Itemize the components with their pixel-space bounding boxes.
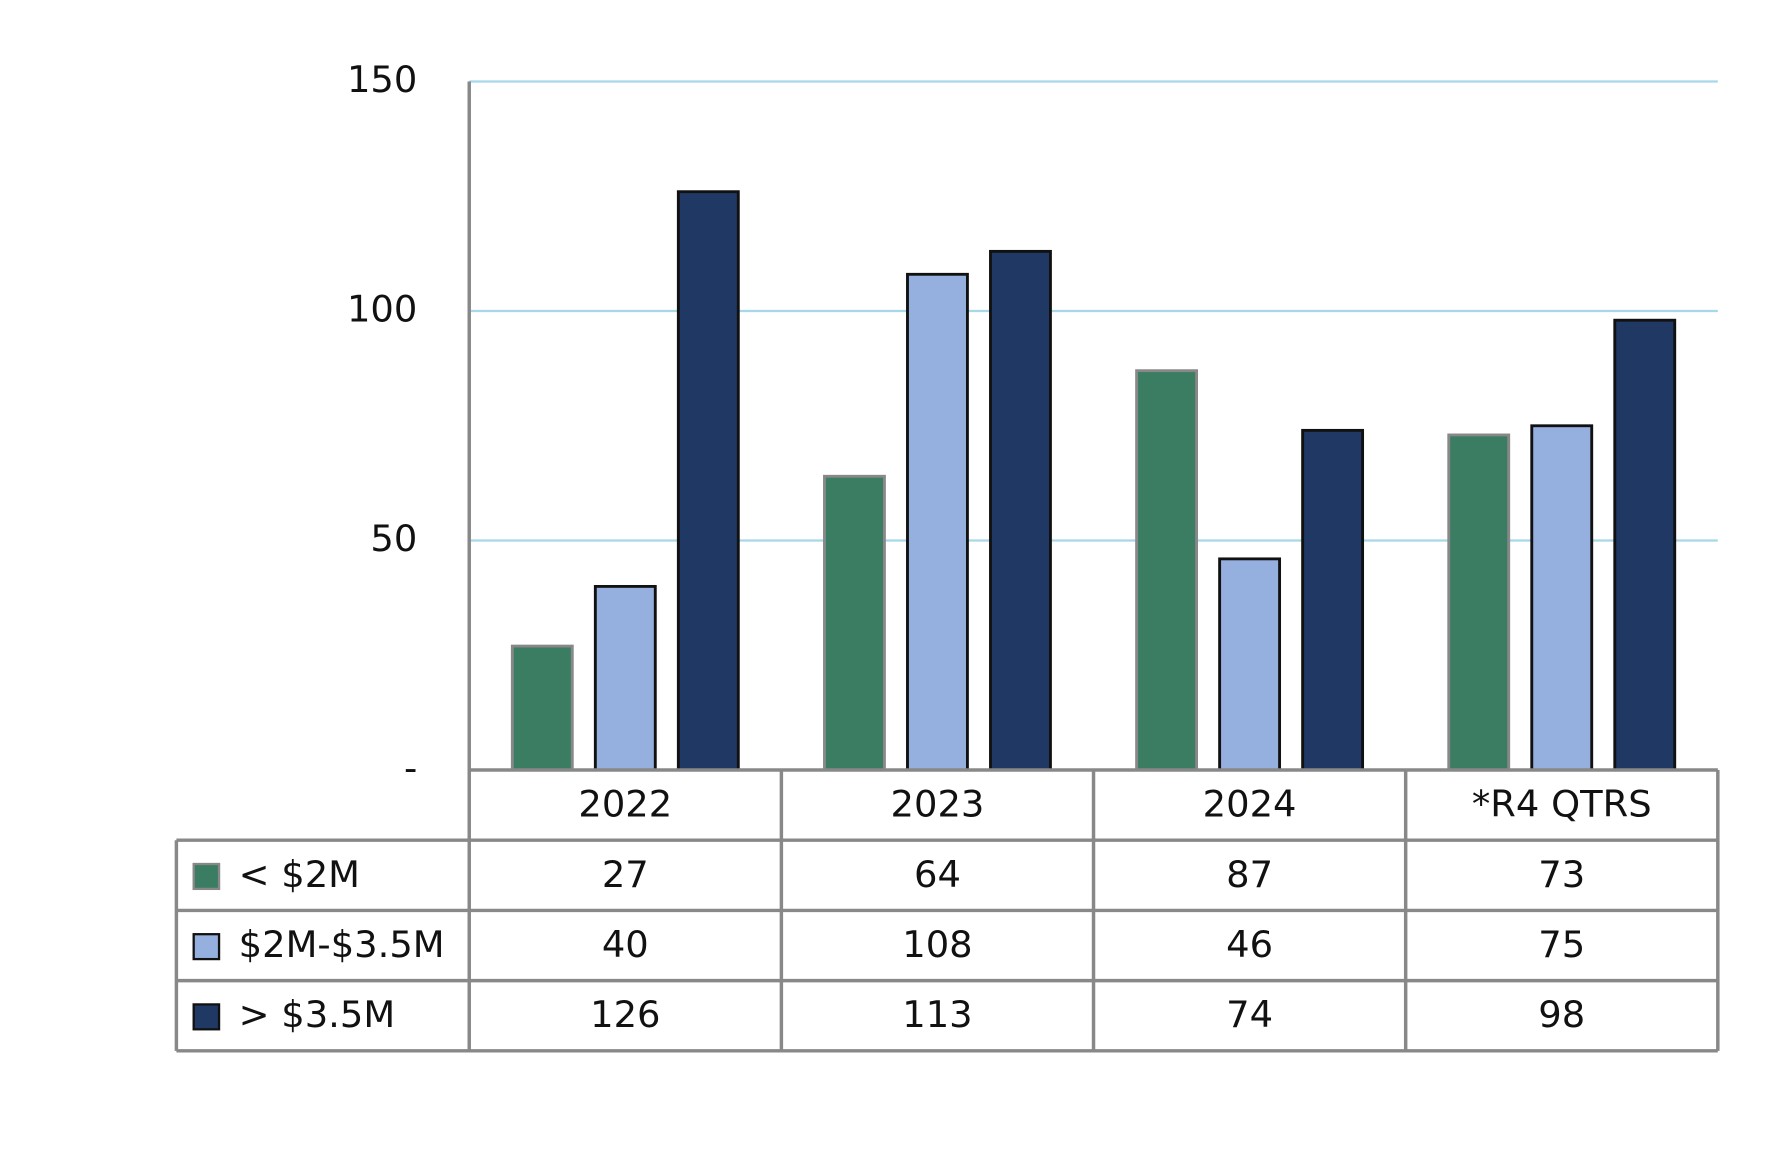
legend-label: $2M-$3.5M	[239, 923, 445, 966]
legend-label: > $3.5M	[239, 994, 396, 1037]
legend-swatch	[192, 933, 221, 961]
table-value: 87	[1226, 853, 1273, 896]
table-value: 75	[1538, 923, 1585, 966]
bar	[823, 474, 886, 772]
table-value: 40	[602, 923, 649, 966]
y-tick-label: 150	[347, 58, 417, 101]
table-value: 73	[1538, 853, 1585, 896]
y-tick-label: 100	[347, 288, 417, 331]
bar	[1530, 424, 1594, 772]
legend-swatch	[192, 862, 221, 891]
table-value: 108	[902, 923, 972, 966]
bar	[989, 249, 1052, 772]
bar	[1135, 369, 1199, 772]
table-value: 126	[590, 994, 660, 1037]
table-value: 98	[1538, 994, 1585, 1037]
bar	[1301, 428, 1365, 772]
table-value: 46	[1226, 923, 1273, 966]
legend-label: < $2M	[239, 853, 360, 896]
table-value: 27	[602, 853, 649, 896]
x-tick-label: 2024	[1203, 783, 1297, 826]
bar	[1218, 557, 1282, 772]
bar	[1613, 318, 1677, 772]
bar	[676, 190, 740, 772]
bar	[1447, 433, 1511, 772]
y-tick-label: -	[404, 747, 417, 790]
table-value: 74	[1226, 994, 1273, 1037]
table-value: 113	[902, 994, 972, 1037]
bar	[906, 272, 969, 772]
y-tick-label: 50	[370, 517, 417, 560]
x-tick-label: 2022	[578, 783, 672, 826]
table-value: 64	[914, 853, 961, 896]
x-tick-label: 2023	[891, 783, 985, 826]
legend-swatch	[192, 1003, 221, 1031]
x-tick-label: *R4 QTRS	[1472, 783, 1652, 826]
bar	[593, 584, 657, 772]
bar	[510, 644, 574, 772]
